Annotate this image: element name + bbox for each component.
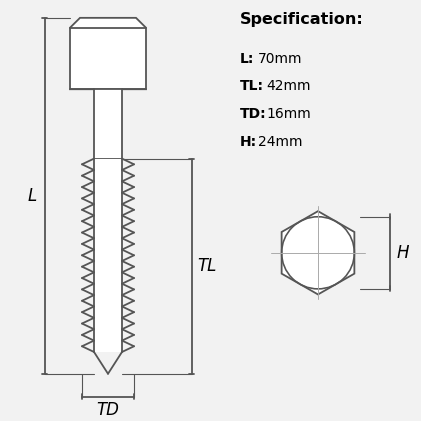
Text: TL:: TL: xyxy=(240,79,264,93)
Text: H: H xyxy=(397,244,409,262)
Text: 42mm: 42mm xyxy=(266,79,311,93)
Text: TD: TD xyxy=(96,402,120,419)
Text: H:: H: xyxy=(240,135,257,149)
Text: L: L xyxy=(27,187,37,205)
Polygon shape xyxy=(282,211,354,294)
Text: TD:: TD: xyxy=(240,107,266,121)
Text: 16mm: 16mm xyxy=(266,107,311,121)
Text: L:: L: xyxy=(240,51,254,66)
Text: TL: TL xyxy=(197,257,217,275)
Polygon shape xyxy=(94,159,122,352)
Text: 24mm: 24mm xyxy=(258,135,303,149)
Text: 70mm: 70mm xyxy=(258,51,303,66)
Text: Specification:: Specification: xyxy=(240,12,364,27)
Polygon shape xyxy=(70,18,146,89)
Polygon shape xyxy=(94,89,122,159)
